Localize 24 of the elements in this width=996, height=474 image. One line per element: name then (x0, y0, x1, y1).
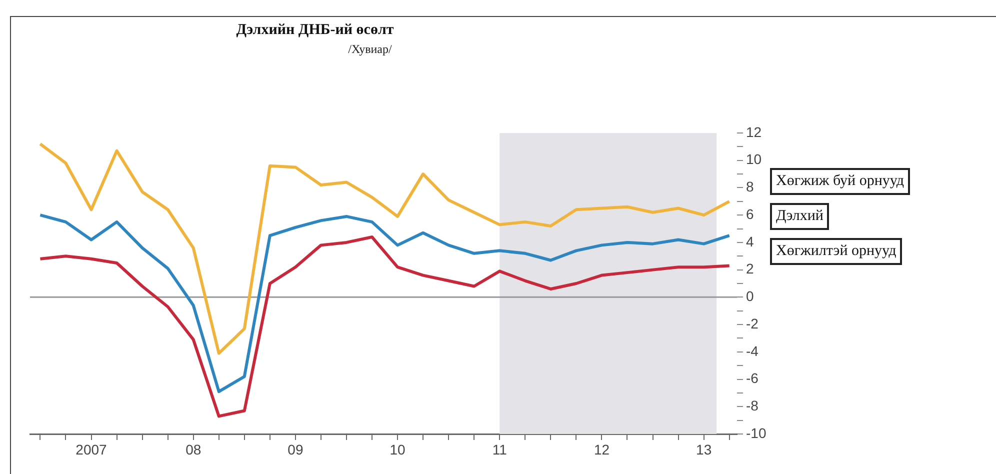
x-tick-label: 12 (594, 441, 610, 458)
y-tick-label: 6 (746, 206, 754, 222)
y-tick-label: 12 (746, 124, 762, 140)
y-tick-label: -4 (746, 342, 759, 359)
y-tick-label: 2 (746, 260, 754, 277)
x-tick-label: 11 (492, 441, 508, 458)
x-tick-label: 09 (288, 441, 304, 458)
x-tick-label: 13 (696, 441, 712, 458)
text: Хөгжилтэй орнууд (770, 238, 902, 265)
y-tick-label: 4 (746, 233, 754, 250)
chart-title: Дэлхийн ДНБ-ий өсөлт (235, 22, 395, 39)
y-tick-label: 0 (746, 288, 754, 304)
text: Хөгжиж буй орнууд (770, 168, 910, 195)
chart-subtitle: /Хувиар/ (347, 42, 393, 57)
x-tick-label: 10 (390, 441, 406, 458)
x-tick-label: 08 (186, 441, 202, 458)
y-tick-label: -10 (746, 424, 766, 441)
y-tick-label: 8 (746, 178, 754, 195)
x-tick-label: 2007 (76, 441, 108, 458)
text: Дэлхий (770, 203, 830, 230)
y-tick-label: 10 (746, 151, 762, 168)
y-tick-label: -6 (746, 370, 759, 386)
y-tick-label: -2 (746, 315, 759, 332)
y-tick-label: -8 (746, 397, 759, 414)
